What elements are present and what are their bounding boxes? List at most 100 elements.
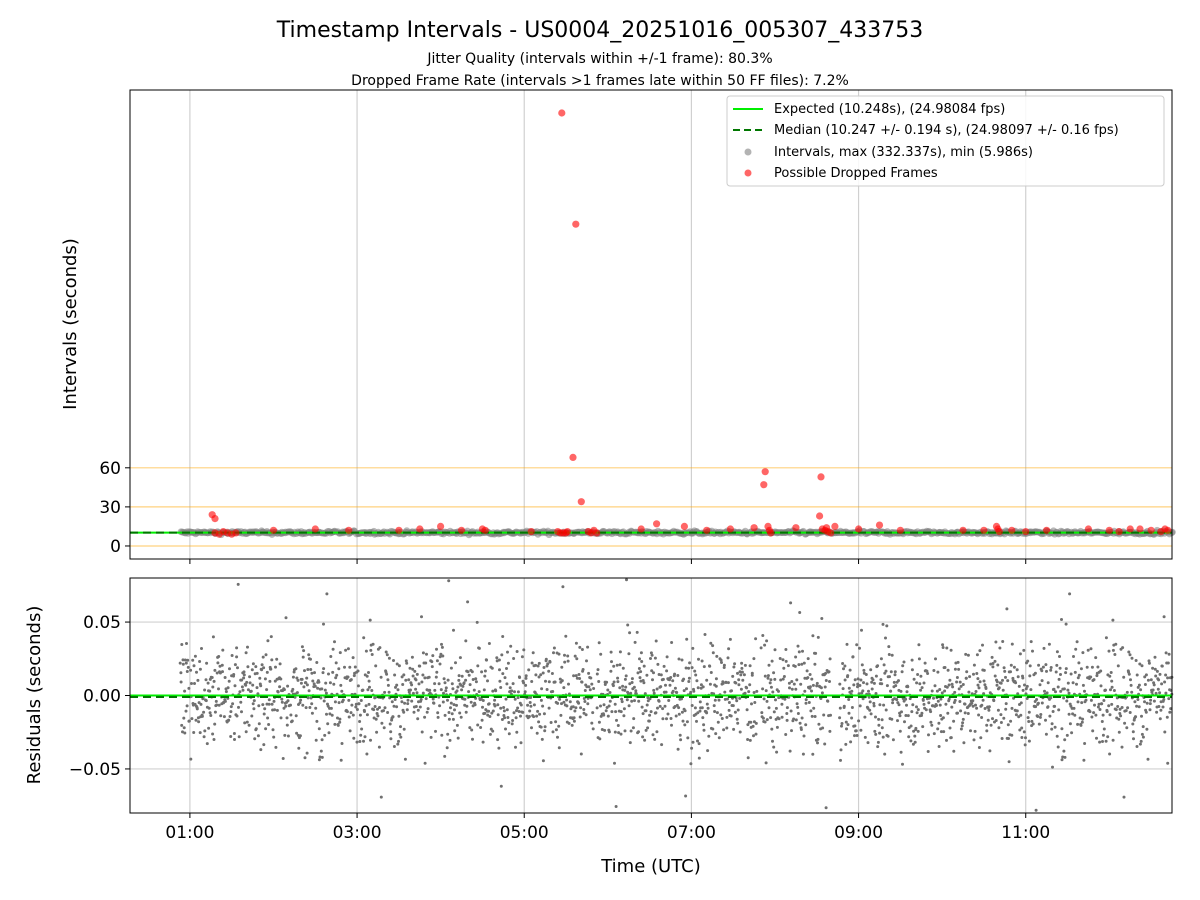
residual-point [336, 723, 340, 727]
residual-point [333, 640, 336, 644]
residual-point [375, 712, 379, 715]
residual-point [1101, 733, 1105, 737]
residual-point [894, 684, 898, 688]
residual-point [823, 685, 827, 689]
residual-point [877, 723, 881, 727]
residual-point [874, 674, 878, 678]
residual-point [286, 684, 290, 688]
residual-point [244, 730, 248, 734]
residual-point [1073, 713, 1077, 717]
residual-point [736, 671, 739, 675]
residual-point [740, 670, 744, 674]
residual-point [656, 706, 659, 710]
residual-point [251, 662, 255, 666]
residual-point [656, 662, 660, 666]
residual-point [445, 746, 449, 750]
residual-point [568, 700, 572, 704]
residual-point [804, 723, 808, 727]
residual-point [453, 708, 456, 712]
residual-point [622, 707, 626, 711]
residual-point [189, 757, 193, 761]
residual-point [453, 729, 457, 733]
residual-point [483, 711, 487, 715]
residual-point [435, 647, 438, 651]
residual-point [685, 687, 688, 691]
residual-point [178, 661, 182, 665]
residual-point [706, 706, 710, 710]
residual-point [242, 673, 246, 677]
residual-point [1030, 719, 1034, 723]
residual-point [722, 728, 726, 732]
residual-point [412, 710, 416, 714]
residual-point [889, 670, 893, 674]
residual-point [504, 727, 507, 731]
residual-point [222, 715, 226, 719]
residual-point [1104, 688, 1107, 692]
residual-point [239, 700, 243, 704]
residual-point [399, 725, 402, 729]
residual-point [208, 689, 212, 693]
residual-point [403, 701, 407, 705]
residual-point [193, 654, 197, 658]
residual-point [284, 616, 288, 620]
x-tick-label: 05:00 [500, 823, 549, 843]
residual-point [309, 657, 312, 661]
residual-point [978, 680, 982, 684]
residual-point [435, 659, 439, 663]
residual-point [1123, 721, 1127, 725]
residual-point [668, 683, 672, 687]
residual-point [518, 676, 522, 679]
residual-point [529, 704, 533, 708]
residual-point [295, 731, 299, 735]
residual-point [662, 664, 666, 668]
residual-point [491, 709, 495, 713]
residual-point [600, 728, 604, 731]
residual-point [901, 762, 904, 766]
residual-point [583, 700, 587, 703]
residual-point [1007, 737, 1010, 740]
residual-point [592, 687, 596, 690]
residual-point [935, 704, 938, 707]
residual-point [1153, 655, 1157, 659]
residual-point [505, 682, 509, 686]
residual-point [806, 676, 810, 680]
residual-point [851, 655, 855, 659]
residual-point [394, 685, 397, 689]
residual-point [1015, 709, 1019, 713]
dropped-frame-point [680, 522, 689, 531]
residual-point [443, 681, 447, 685]
residual-point [1060, 618, 1063, 621]
residual-point [714, 677, 718, 681]
residual-point [507, 721, 511, 724]
residual-point [286, 699, 290, 703]
residual-point [535, 714, 539, 718]
residual-point [897, 703, 901, 707]
legend-box [726, 95, 1165, 187]
residual-point [397, 664, 401, 668]
residual-point [936, 727, 940, 731]
residual-point [695, 679, 699, 683]
residual-point [1163, 730, 1167, 734]
residual-point [1125, 690, 1129, 694]
residual-point [496, 738, 500, 742]
dropped-frame-point [569, 453, 577, 461]
residual-point [697, 657, 700, 661]
residual-point [754, 732, 758, 736]
residual-point [1164, 651, 1168, 655]
residual-point [1116, 705, 1120, 708]
dropped-frame-point [959, 526, 967, 534]
residual-point [1158, 691, 1162, 695]
residual-point [667, 699, 671, 702]
residual-point [1046, 681, 1050, 685]
residual-point [948, 678, 952, 682]
residual-point [368, 685, 371, 689]
residual-point [323, 733, 327, 737]
residual-point [233, 738, 236, 741]
residual-point [305, 683, 309, 687]
residual-point [1021, 688, 1025, 692]
residual-point [809, 709, 813, 713]
residual-point [789, 709, 793, 713]
residual-point [219, 714, 223, 718]
residual-point [441, 654, 445, 658]
residual-point [720, 717, 724, 720]
